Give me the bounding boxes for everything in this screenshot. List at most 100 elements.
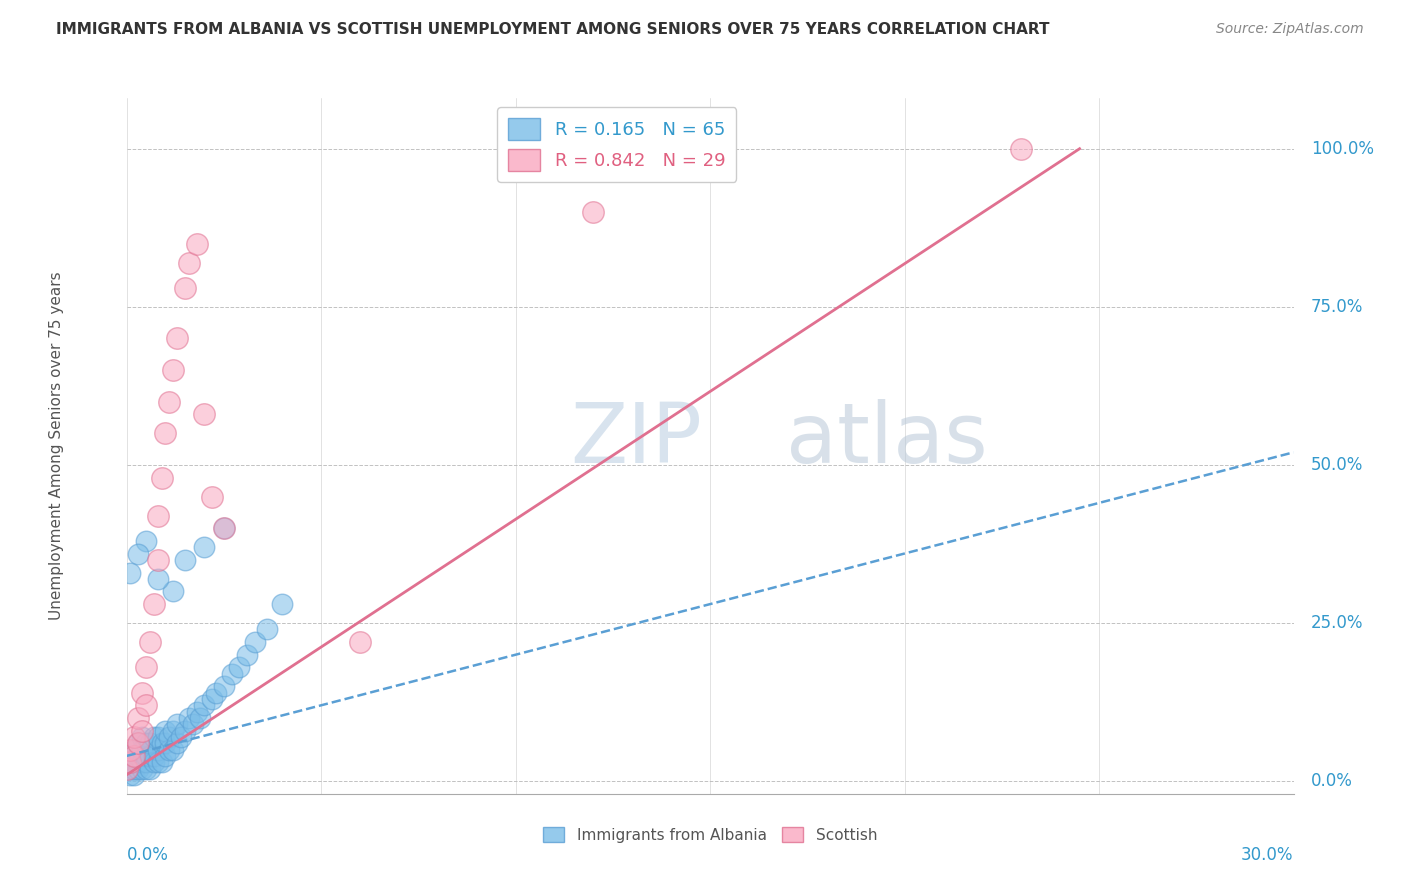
Text: Source: ZipAtlas.com: Source: ZipAtlas.com bbox=[1216, 22, 1364, 37]
Point bbox=[135, 736, 157, 750]
Point bbox=[181, 717, 204, 731]
Point bbox=[177, 255, 200, 269]
Point bbox=[190, 711, 212, 725]
Point bbox=[236, 648, 259, 662]
Point bbox=[124, 748, 146, 763]
Point bbox=[127, 711, 149, 725]
Point bbox=[124, 756, 146, 770]
Point bbox=[582, 205, 605, 219]
Point bbox=[157, 742, 180, 756]
Point bbox=[131, 723, 153, 738]
Text: Unemployment Among Seniors over 75 years: Unemployment Among Seniors over 75 years bbox=[49, 272, 65, 620]
Point bbox=[139, 635, 162, 649]
Point bbox=[142, 748, 165, 763]
Point bbox=[166, 331, 188, 345]
Point bbox=[155, 736, 177, 750]
Point bbox=[127, 736, 149, 750]
Point bbox=[124, 730, 146, 744]
Point bbox=[146, 508, 169, 523]
Point bbox=[174, 281, 197, 295]
Point bbox=[120, 748, 142, 763]
Point bbox=[142, 730, 165, 744]
Text: 100.0%: 100.0% bbox=[1310, 140, 1374, 158]
Point bbox=[166, 736, 188, 750]
Point bbox=[150, 470, 173, 484]
Point bbox=[186, 236, 208, 251]
Point bbox=[155, 426, 177, 441]
Text: 30.0%: 30.0% bbox=[1241, 846, 1294, 864]
Text: atlas: atlas bbox=[786, 399, 987, 480]
Point bbox=[146, 742, 169, 756]
Point bbox=[135, 698, 157, 713]
Point bbox=[201, 490, 224, 504]
Point bbox=[193, 408, 215, 422]
Point bbox=[193, 698, 215, 713]
Point bbox=[127, 547, 149, 561]
Point bbox=[193, 540, 215, 554]
Point bbox=[349, 635, 371, 649]
Point bbox=[127, 756, 149, 770]
Point bbox=[1010, 142, 1032, 156]
Point bbox=[120, 756, 142, 770]
Point bbox=[162, 723, 184, 738]
Point bbox=[135, 762, 157, 776]
Point bbox=[271, 597, 294, 611]
Point bbox=[212, 679, 235, 693]
Text: 50.0%: 50.0% bbox=[1310, 456, 1364, 474]
Point bbox=[127, 762, 149, 776]
Point bbox=[155, 723, 177, 738]
Point bbox=[146, 572, 169, 586]
Point bbox=[174, 553, 197, 567]
Text: 25.0%: 25.0% bbox=[1310, 614, 1364, 632]
Point bbox=[120, 742, 142, 756]
Point bbox=[135, 660, 157, 674]
Point bbox=[124, 742, 146, 756]
Point bbox=[162, 742, 184, 756]
Point bbox=[131, 762, 153, 776]
Point bbox=[131, 686, 153, 700]
Point bbox=[174, 723, 197, 738]
Point bbox=[127, 748, 149, 763]
Point bbox=[120, 768, 142, 782]
Point bbox=[162, 363, 184, 377]
Point bbox=[162, 584, 184, 599]
Text: 0.0%: 0.0% bbox=[1310, 772, 1353, 790]
Point bbox=[157, 730, 180, 744]
Point bbox=[120, 762, 142, 776]
Point bbox=[127, 736, 149, 750]
Text: ZIP: ZIP bbox=[569, 399, 702, 480]
Point bbox=[146, 553, 169, 567]
Point bbox=[177, 711, 200, 725]
Point bbox=[150, 736, 173, 750]
Point bbox=[205, 686, 228, 700]
Point bbox=[124, 762, 146, 776]
Point bbox=[150, 756, 173, 770]
Point bbox=[155, 748, 177, 763]
Point bbox=[135, 533, 157, 548]
Point bbox=[115, 762, 138, 776]
Point bbox=[157, 394, 180, 409]
Point bbox=[124, 768, 146, 782]
Point bbox=[131, 730, 153, 744]
Legend: Immigrants from Albania, Scottish: Immigrants from Albania, Scottish bbox=[537, 821, 883, 849]
Point bbox=[186, 705, 208, 719]
Point bbox=[131, 742, 153, 756]
Point bbox=[115, 762, 138, 776]
Point bbox=[212, 521, 235, 535]
Point bbox=[135, 756, 157, 770]
Text: 0.0%: 0.0% bbox=[127, 846, 169, 864]
Point bbox=[170, 730, 193, 744]
Point bbox=[131, 756, 153, 770]
Point bbox=[139, 736, 162, 750]
Point bbox=[139, 748, 162, 763]
Point bbox=[146, 756, 169, 770]
Point bbox=[120, 566, 142, 580]
Point bbox=[201, 692, 224, 706]
Point bbox=[120, 756, 142, 770]
Point bbox=[166, 717, 188, 731]
Point bbox=[142, 756, 165, 770]
Point bbox=[139, 762, 162, 776]
Point bbox=[256, 623, 278, 637]
Point bbox=[212, 521, 235, 535]
Text: 75.0%: 75.0% bbox=[1310, 298, 1364, 316]
